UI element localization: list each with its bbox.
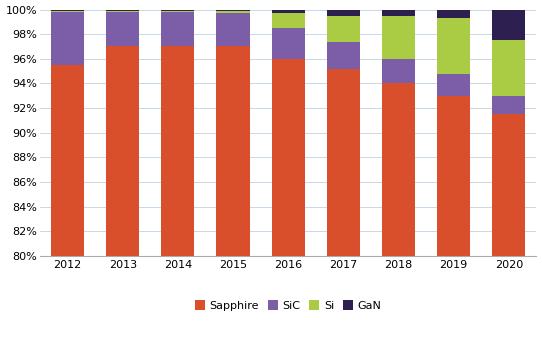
Bar bbox=[327, 42, 360, 69]
Bar bbox=[51, 11, 84, 12]
Bar bbox=[106, 11, 139, 12]
Bar bbox=[216, 13, 249, 46]
Bar bbox=[382, 84, 415, 256]
Bar bbox=[327, 10, 360, 16]
Bar bbox=[327, 69, 360, 256]
Bar bbox=[106, 46, 139, 256]
Bar bbox=[51, 12, 84, 65]
Bar bbox=[327, 16, 360, 42]
Bar bbox=[272, 13, 305, 28]
Bar bbox=[106, 10, 139, 11]
Bar bbox=[162, 11, 195, 12]
Bar bbox=[106, 12, 139, 46]
Legend: Sapphire, SiC, Si, GaN: Sapphire, SiC, Si, GaN bbox=[191, 296, 386, 315]
Bar bbox=[492, 10, 525, 40]
Bar bbox=[492, 40, 525, 96]
Bar bbox=[216, 46, 249, 256]
Bar bbox=[216, 10, 249, 11]
Bar bbox=[162, 10, 195, 11]
Bar bbox=[51, 65, 84, 256]
Bar bbox=[216, 11, 249, 13]
Bar bbox=[272, 10, 305, 13]
Bar bbox=[382, 10, 415, 16]
Bar bbox=[272, 28, 305, 59]
Bar bbox=[162, 12, 195, 46]
Bar bbox=[437, 10, 470, 18]
Bar bbox=[437, 74, 470, 96]
Bar bbox=[437, 18, 470, 74]
Bar bbox=[51, 10, 84, 11]
Bar bbox=[272, 59, 305, 256]
Bar bbox=[492, 96, 525, 114]
Bar bbox=[382, 59, 415, 84]
Bar bbox=[437, 96, 470, 256]
Bar bbox=[382, 16, 415, 59]
Bar bbox=[492, 114, 525, 256]
Bar bbox=[162, 46, 195, 256]
